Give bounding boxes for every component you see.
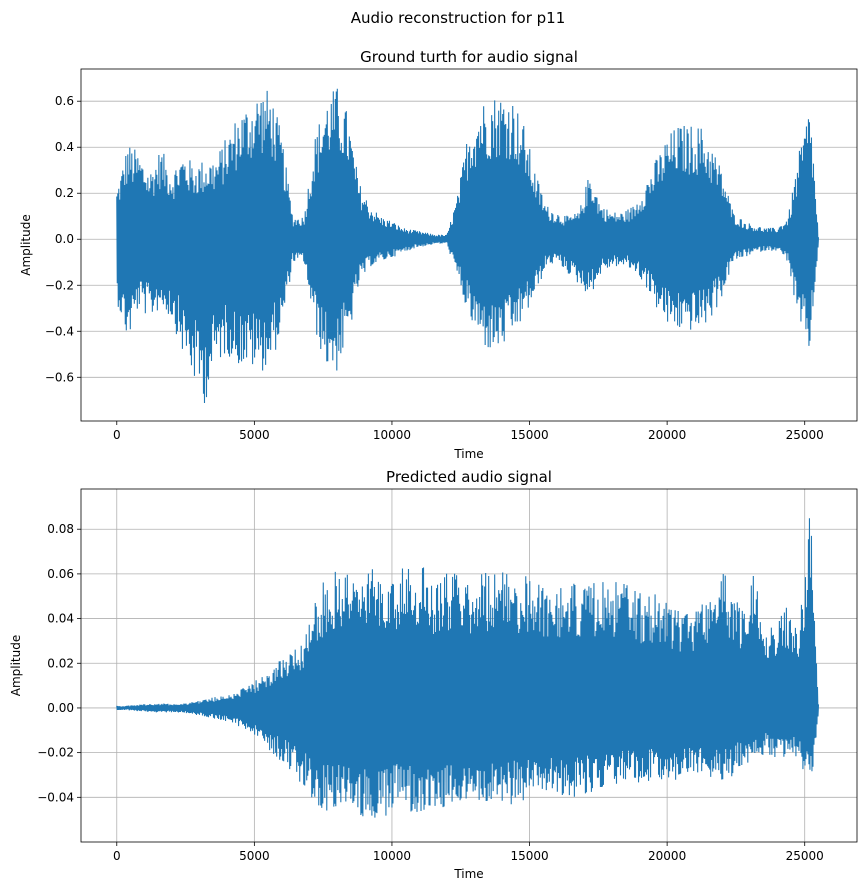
x-tick-label: 5000 (239, 428, 270, 442)
y-axis-label: Amplitude (19, 214, 33, 276)
x-tick-label: 25000 (786, 428, 824, 442)
y-tick-label: −0.02 (37, 746, 74, 760)
y-axis-label: Amplitude (9, 635, 23, 697)
y-tick-label: 0.00 (47, 701, 74, 715)
axes-frame (80, 68, 858, 422)
y-tick-label: −0.04 (37, 790, 74, 804)
x-tick-label: 5000 (239, 849, 270, 863)
x-tick-label: 10000 (373, 849, 411, 863)
y-tick-label: 0.06 (47, 567, 74, 581)
axes-frame (80, 488, 858, 843)
signal-line (116, 88, 820, 403)
x-tick-label: 0 (113, 849, 121, 863)
y-tick-label: −0.4 (45, 324, 74, 338)
x-tick-label: 15000 (510, 849, 548, 863)
x-axis-label: Time (453, 867, 483, 881)
y-tick-label: −0.2 (45, 278, 74, 292)
y-tick-label: 0.02 (47, 656, 74, 670)
y-tick-label: 0.6 (55, 94, 74, 108)
signal-line (116, 518, 820, 818)
y-tick-label: 0.2 (55, 186, 74, 200)
y-tick-label: 0.08 (47, 522, 74, 536)
ground-truth-plot: 0 5000 10000 15000 20000 25000 −0.6 −0.4 −0.2 0.0… (19, 48, 858, 461)
x-tick-label: 0 (113, 428, 121, 442)
predicted-plot: 0 5000 10000 15000 20000 25000 −0.04 −0.02 0.00 0… (9, 468, 858, 881)
y-tick-label: 0.0 (55, 232, 74, 246)
y-tick-label: 0.4 (55, 140, 74, 154)
y-tick-label: 0.04 (47, 612, 74, 626)
x-tick-label: 20000 (648, 849, 686, 863)
x-tick-label: 25000 (786, 849, 824, 863)
x-tick-label: 20000 (648, 428, 686, 442)
x-tick-label: 10000 (373, 428, 411, 442)
plot-title: Ground turth for audio signal (360, 48, 578, 66)
y-tick-label: −0.6 (45, 370, 74, 384)
x-axis-label: Time (453, 447, 483, 461)
x-tick-label: 15000 (510, 428, 548, 442)
plot-title: Predicted audio signal (386, 468, 552, 486)
figure-suptitle: Audio reconstruction for p11 (351, 9, 566, 27)
